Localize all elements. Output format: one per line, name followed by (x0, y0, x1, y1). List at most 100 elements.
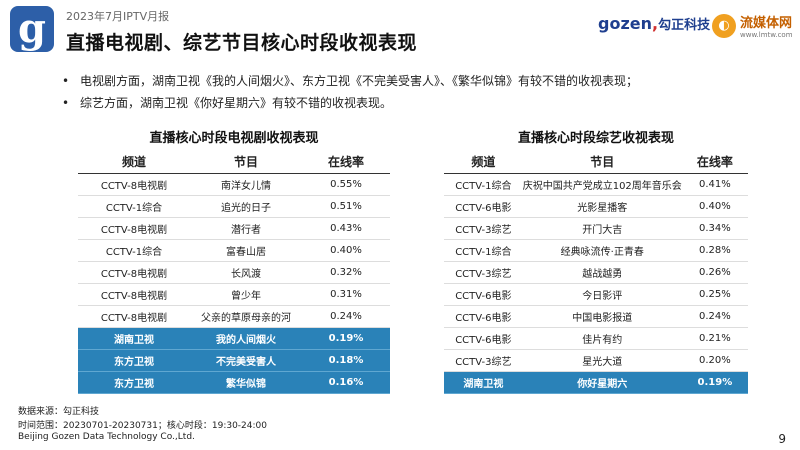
program-cell: 南洋女儿情 (190, 173, 302, 196)
channel-cell: CCTV-6电影 (444, 195, 523, 218)
table-row: CCTV-8电视剧 南洋女儿情 0.55% (78, 173, 390, 196)
program-cell: 追光的日子 (190, 195, 302, 218)
channel-cell: CCTV-1综合 (78, 195, 190, 218)
gozen-brand-logo: gozen,勾正科技 (598, 14, 710, 33)
footer-source: 数据来源：勾正科技 (18, 407, 100, 417)
table-row: CCTV-6电影 佳片有约 0.21% (444, 327, 748, 350)
table-row: CCTV-8电视剧 曾少年 0.31% (78, 283, 390, 306)
rate-cell: 0.41% (681, 173, 748, 196)
table-row: CCTV-8电视剧 长风渡 0.32% (78, 261, 390, 284)
lmtw-brand-url: www.lmtw.com (740, 31, 793, 39)
rate-cell: 0.25% (681, 283, 748, 306)
rate-cell: 0.40% (681, 195, 748, 218)
header-program: 节目 (190, 149, 302, 174)
gozen-brand-cn: 勾正科技 (658, 18, 711, 33)
program-cell: 长风渡 (190, 261, 302, 284)
channel-cell: 东方卫视 (78, 349, 190, 372)
channel-cell: CCTV-8电视剧 (78, 283, 190, 306)
channel-cell: 东方卫视 (78, 371, 190, 394)
page-title: 直播电视剧、综艺节目核心时段收视表现 (66, 32, 418, 54)
variety-table-title: 直播核心时段综艺收视表现 (517, 131, 674, 146)
program-cell: 开门大吉 (522, 217, 682, 240)
drama-table-title: 直播核心时段电视剧收视表现 (149, 131, 319, 146)
rate-cell: 0.51% (302, 195, 390, 218)
program-cell: 庆祝中国共产党成立102周年音乐会 (522, 173, 682, 196)
program-cell: 不完美受害人 (190, 349, 302, 372)
footer-company: Beijing Gozen Data Technology Co.,Ltd. (18, 432, 195, 442)
table-row: CCTV-3综艺 星光大道 0.20% (444, 349, 748, 372)
channel-cell: CCTV-3综艺 (444, 349, 523, 372)
header-program: 节目 (522, 149, 682, 174)
rate-cell: 0.34% (681, 217, 748, 240)
header-channel: 频道 (78, 149, 190, 174)
table-row: 湖南卫视 我的人间烟火 0.19% (78, 327, 390, 350)
lmtw-brand-cn: 流媒体网 (740, 16, 793, 31)
program-cell: 潜行者 (190, 217, 302, 240)
channel-cell: CCTV-3综艺 (444, 261, 523, 284)
program-cell: 富春山居 (190, 239, 302, 262)
table-row: CCTV-6电影 中国电影报道 0.24% (444, 305, 748, 328)
table-row: 湖南卫视 你好星期六 0.19% (444, 371, 748, 394)
table-row: CCTV-8电视剧 潜行者 0.43% (78, 217, 390, 240)
table-row: CCTV-3综艺 开门大吉 0.34% (444, 217, 748, 240)
table-row: CCTV-1综合 庆祝中国共产党成立102周年音乐会 0.41% (444, 173, 748, 196)
rate-cell: 0.20% (681, 349, 748, 372)
program-cell: 你好星期六 (522, 371, 682, 394)
program-cell: 我的人间烟火 (190, 327, 302, 350)
table-row: CCTV-6电影 光影星播客 0.40% (444, 195, 748, 218)
rate-cell: 0.19% (302, 327, 390, 350)
channel-cell: CCTV-8电视剧 (78, 217, 190, 240)
table-row: CCTV-1综合 富春山居 0.40% (78, 239, 390, 262)
bullet-drama: 电视剧方面，湖南卫视《我的人间烟火》、东方卫视《不完美受害人》、《繁华似锦》有较… (62, 70, 638, 92)
drama-table-header: 频道 节目 在线率 (78, 149, 390, 174)
variety-table-header: 频道 节目 在线率 (444, 149, 748, 174)
channel-cell: CCTV-6电影 (444, 327, 523, 350)
report-label: 2023年7月IPTV月报 (66, 10, 170, 23)
rate-cell: 0.43% (302, 217, 390, 240)
rate-cell: 0.55% (302, 173, 390, 196)
channel-cell: 湖南卫视 (78, 327, 190, 350)
channel-cell: CCTV-8电视剧 (78, 173, 190, 196)
rate-cell: 0.31% (302, 283, 390, 306)
gozen-logo-icon: g (10, 6, 54, 52)
table-row: CCTV-6电影 今日影评 0.25% (444, 283, 748, 306)
header-rate: 在线率 (681, 149, 748, 174)
rate-cell: 0.21% (681, 327, 748, 350)
program-cell: 光影星播客 (522, 195, 682, 218)
table-row: 东方卫视 繁华似锦 0.16% (78, 371, 390, 394)
channel-cell: CCTV-3综艺 (444, 217, 523, 240)
channel-cell: CCTV-1综合 (444, 239, 523, 262)
lmtw-logo-icon: ◐ (712, 13, 736, 38)
variety-table: 频道 节目 在线率 CCTV-1综合 庆祝中国共产党成立102周年音乐会 0.41%… (444, 149, 748, 394)
gozen-brand-latin: gozen (598, 14, 652, 33)
rate-cell: 0.19% (681, 371, 748, 394)
rate-cell: 0.24% (302, 305, 390, 328)
rate-cell: 0.24% (681, 305, 748, 328)
header-channel: 频道 (444, 149, 523, 174)
program-cell: 星光大道 (522, 349, 682, 372)
drama-table: 频道 节目 在线率 CCTV-8电视剧 南洋女儿情 0.55% CCTV-1综合 追光的… (78, 149, 390, 394)
program-cell: 今日影评 (522, 283, 682, 306)
channel-cell: 湖南卫视 (444, 371, 523, 394)
program-cell: 佳片有约 (522, 327, 682, 350)
summary-bullets: 电视剧方面，湖南卫视《我的人间烟火》、东方卫视《不完美受害人》、《繁华似锦》有较… (62, 70, 638, 114)
program-cell: 父亲的草原母亲的河 (190, 305, 302, 328)
channel-cell: CCTV-1综合 (444, 173, 523, 196)
table-row: 东方卫视 不完美受害人 0.18% (78, 349, 390, 372)
channel-cell: CCTV-8电视剧 (78, 305, 190, 328)
table-row: CCTV-8电视剧 父亲的草原母亲的河 0.24% (78, 305, 390, 328)
table-row: CCTV-1综合 经典咏流传·正青春 0.28% (444, 239, 748, 262)
program-cell: 经典咏流传·正青春 (522, 239, 682, 262)
brand-dot: , (652, 14, 659, 33)
bullet-variety: 综艺方面，湖南卫视《你好星期六》有较不错的收视表现。 (62, 92, 638, 114)
rate-cell: 0.28% (681, 239, 748, 262)
rate-cell: 0.16% (302, 371, 390, 394)
header-rate: 在线率 (302, 149, 390, 174)
rate-cell: 0.18% (302, 349, 390, 372)
channel-cell: CCTV-1综合 (78, 239, 190, 262)
program-cell: 中国电影报道 (522, 305, 682, 328)
table-row: CCTV-1综合 追光的日子 0.51% (78, 195, 390, 218)
channel-cell: CCTV-8电视剧 (78, 261, 190, 284)
footer-range: 时间范围：20230701-20230731；核心时段：19:30-24:00 (18, 421, 267, 431)
table-row: CCTV-3综艺 越战越勇 0.26% (444, 261, 748, 284)
